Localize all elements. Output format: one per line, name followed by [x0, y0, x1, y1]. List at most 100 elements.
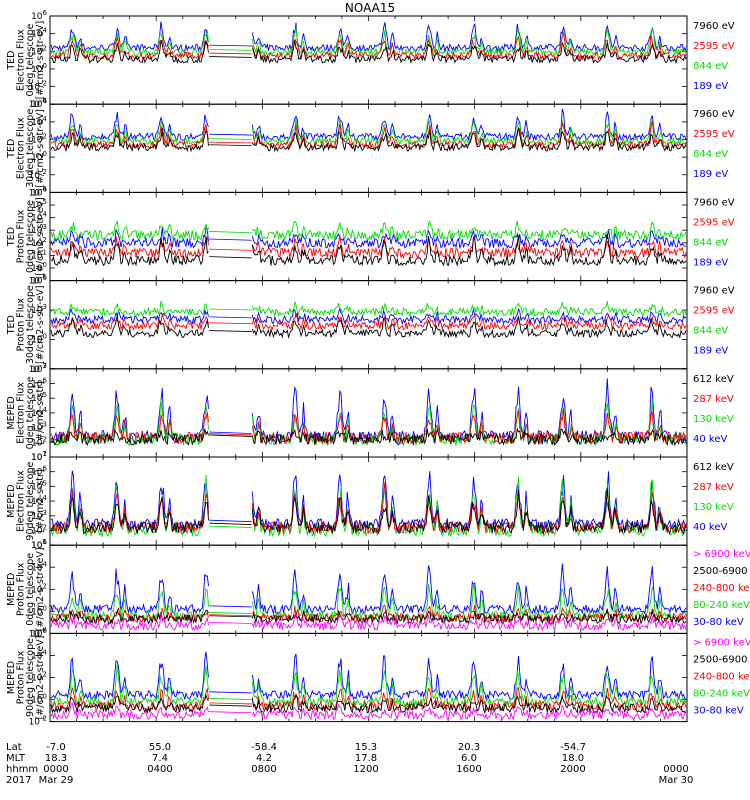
- legend-entry: 30-80 keV: [693, 617, 744, 628]
- series-green: [50, 399, 687, 447]
- gap-bridge: [209, 133, 252, 136]
- gap-bridge: [209, 322, 252, 325]
- series-black: [50, 693, 687, 715]
- series-blue: [50, 651, 687, 701]
- y-axis-label: TEDProton Flux30deg telescope[#/cm2-s-st…: [6, 285, 46, 364]
- legend-entry: 40 keV: [693, 434, 727, 445]
- series-green: [50, 26, 687, 58]
- gap-bridge: [209, 56, 252, 58]
- legend-entry: 7960 eV: [693, 286, 735, 297]
- series-blue: [50, 307, 687, 326]
- legend-entry: 287 keV: [693, 482, 734, 493]
- x-tick-lat: 55.0: [149, 742, 171, 753]
- x-tick-lat: -54.7: [560, 742, 586, 753]
- x-tick-mlt: 18.3: [45, 753, 67, 764]
- y-axis-label: TEDProton Flux0deg telescope[#/cm2-s-str…: [6, 197, 46, 276]
- legend-entry: 612 keV: [693, 374, 734, 385]
- series-black: [50, 427, 687, 447]
- series-green: [50, 663, 687, 708]
- legend-entry: 2595 eV: [693, 129, 735, 140]
- x-tick-mlt: 6.0: [461, 753, 477, 764]
- gap-bridge: [209, 431, 252, 434]
- x-tick-lat: 15.3: [355, 742, 377, 753]
- series-black: [50, 314, 687, 339]
- x-tick-date: Mar 30: [659, 775, 694, 786]
- series-blue: [50, 378, 687, 444]
- x-tick-mlt: 7.4: [152, 753, 168, 764]
- legend-entry: 7960 eV: [693, 21, 735, 32]
- x-tick-hhmm: 1200: [353, 764, 378, 775]
- x-tick-hhmm: 2000: [560, 764, 585, 775]
- x-tick-hhmm: 0400: [147, 764, 172, 775]
- x-tick-mlt: 17.8: [355, 753, 377, 764]
- gap-bridge: [209, 702, 252, 705]
- axis-row-lat: Lat: [6, 742, 22, 753]
- gap-bridge: [209, 711, 252, 714]
- series-green: [50, 583, 687, 622]
- legend-entry: 130 keV: [693, 414, 734, 425]
- legend-entry: 612 keV: [693, 462, 734, 473]
- legend-entry: 240-800 keV: [693, 671, 750, 682]
- gap-bridge: [209, 330, 252, 332]
- x-tick-hhmm: 1600: [456, 764, 481, 775]
- legend-entry: > 6900 keV: [693, 549, 750, 560]
- legend-entry: 844 eV: [693, 149, 728, 160]
- y-axis-label: MEPEDElectron Flux90deg telescope[#/cm2-…: [6, 461, 46, 540]
- series-magenta: [50, 613, 687, 632]
- gap-bridge: [209, 519, 252, 523]
- series-green: [50, 300, 687, 318]
- gap-bridge: [209, 615, 252, 618]
- gap-bridge: [209, 605, 252, 608]
- series-blue: [50, 563, 687, 616]
- legend-entry: 240-800 keV: [693, 583, 750, 594]
- legend-entry: 80-240 keV: [693, 600, 750, 611]
- series-green: [50, 117, 687, 147]
- y-axis-label: TEDElectron Flux0deg telescope[#/cm2-s-s…: [6, 21, 46, 100]
- legend-entry: > 6900 keV: [693, 637, 750, 648]
- y-axis-label: MEPEDProton Flux90deg telescope[#/cm2-s-…: [6, 636, 46, 720]
- gap-bridge: [209, 614, 252, 617]
- gap-bridge: [209, 612, 252, 614]
- x-tick-lat: 20.3: [458, 742, 480, 753]
- x-tick-mlt: 4.2: [256, 753, 272, 764]
- gap-bridge: [209, 433, 252, 436]
- legend-entry: 189 eV: [693, 81, 728, 92]
- x-tick-mlt: 18.0: [562, 753, 584, 764]
- legend-entry: 7960 eV: [693, 197, 735, 208]
- series-blue: [50, 108, 687, 142]
- gap-bridge: [209, 248, 252, 251]
- series-black: [50, 487, 687, 536]
- gap-bridge: [209, 44, 252, 47]
- series-magenta: [50, 702, 687, 721]
- y-tick-label: 106: [31, 9, 47, 22]
- legend-entry: 2500-6900: [693, 566, 748, 577]
- gap-bridge: [209, 138, 252, 140]
- gap-bridge: [209, 434, 252, 437]
- x-tick-lat: -7.0: [46, 742, 66, 753]
- series-blue: [50, 21, 687, 53]
- legend-entry: 2500-6900: [693, 654, 748, 665]
- panel-frame: [49, 280, 688, 370]
- gap-bridge: [209, 316, 252, 319]
- gap-bridge: [209, 49, 252, 51]
- series-black: [50, 233, 687, 267]
- axis-row-year: 2017: [6, 775, 31, 786]
- axis-row-hhmm: hhmm: [6, 764, 38, 775]
- y-axis-label: TEDElectron Flux30deg telescope[#/cm2-s-…: [6, 109, 46, 188]
- series-blue: [50, 470, 687, 533]
- gap-bridge: [209, 698, 252, 700]
- legend-entry: 130 keV: [693, 502, 734, 513]
- legend-entry: 189 eV: [693, 346, 728, 357]
- gap-bridge: [209, 141, 252, 144]
- legend-entry: 2595 eV: [693, 41, 735, 52]
- chart-title: NOAA15: [345, 1, 395, 15]
- gap-bridge: [209, 525, 252, 528]
- x-tick-hhmm: 0800: [251, 764, 276, 775]
